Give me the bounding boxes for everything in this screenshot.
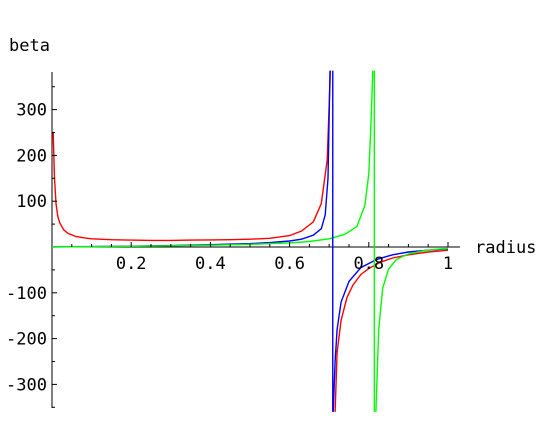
series-3-branch-1 [51,70,374,248]
ticks: 0.2 0.4 0.6 0.8 1 -300 -200 -100 100 200 300 [6,86,453,408]
y-tick-label: 300 [16,101,47,121]
series-3-branch-2 [375,247,449,412]
y-axis-label: beta [9,36,50,56]
x-tick-label: 0.8 [353,254,384,274]
y-tick-label: -300 [6,375,47,395]
series-1-branch-1 [52,70,332,242]
x-tick-label: 0.2 [116,254,147,274]
asymptote-lines [332,70,376,412]
series-2-branch-1 [51,70,331,248]
y-tick-label: -100 [6,284,47,304]
y-tick-label: 100 [16,192,47,212]
x-tick-label: 0.6 [274,254,305,274]
x-axis-label: radius [475,238,536,258]
series-2-branch-2 [332,248,449,412]
x-tick-label: 0.4 [195,254,226,274]
series-1-branch-2 [334,249,449,412]
y-tick-label: -200 [6,330,47,350]
y-tick-label: 200 [16,146,47,166]
x-tick-label: 1 [443,254,453,274]
series-group [51,70,449,412]
